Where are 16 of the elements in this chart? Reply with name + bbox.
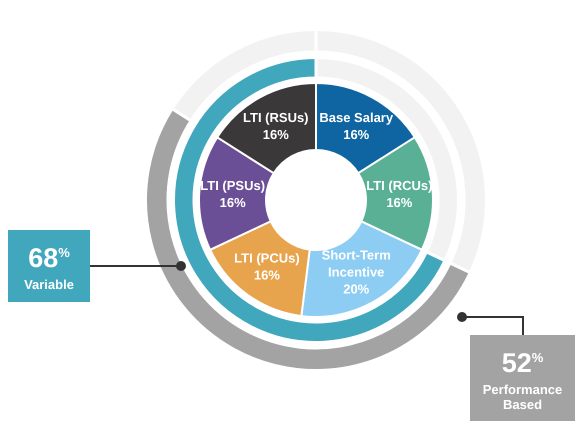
data-label: 16% (386, 194, 413, 210)
slice-label: Base Salary (319, 110, 394, 125)
data-label: 16% (262, 126, 290, 142)
slice-label: LTI (RCUs) (366, 178, 432, 193)
slice-label: LTI (RSUs) (243, 110, 309, 125)
data-label: 20% (343, 282, 370, 297)
data-label: 16% (220, 194, 246, 210)
data-label: 16% (343, 126, 370, 142)
text: 68$^{%}$ (27, 242, 71, 273)
slice-label: LTI (PCUs) (234, 250, 300, 266)
slice-label: Performance Based (482, 381, 564, 412)
slice-label: LTI (PSUs) (200, 178, 266, 193)
slice-label: Short-Term Incentive (322, 248, 391, 280)
text: 52$^{%}$ (500, 347, 544, 378)
data-label: 16% (254, 268, 280, 283)
slice-label: Variable (23, 276, 75, 292)
